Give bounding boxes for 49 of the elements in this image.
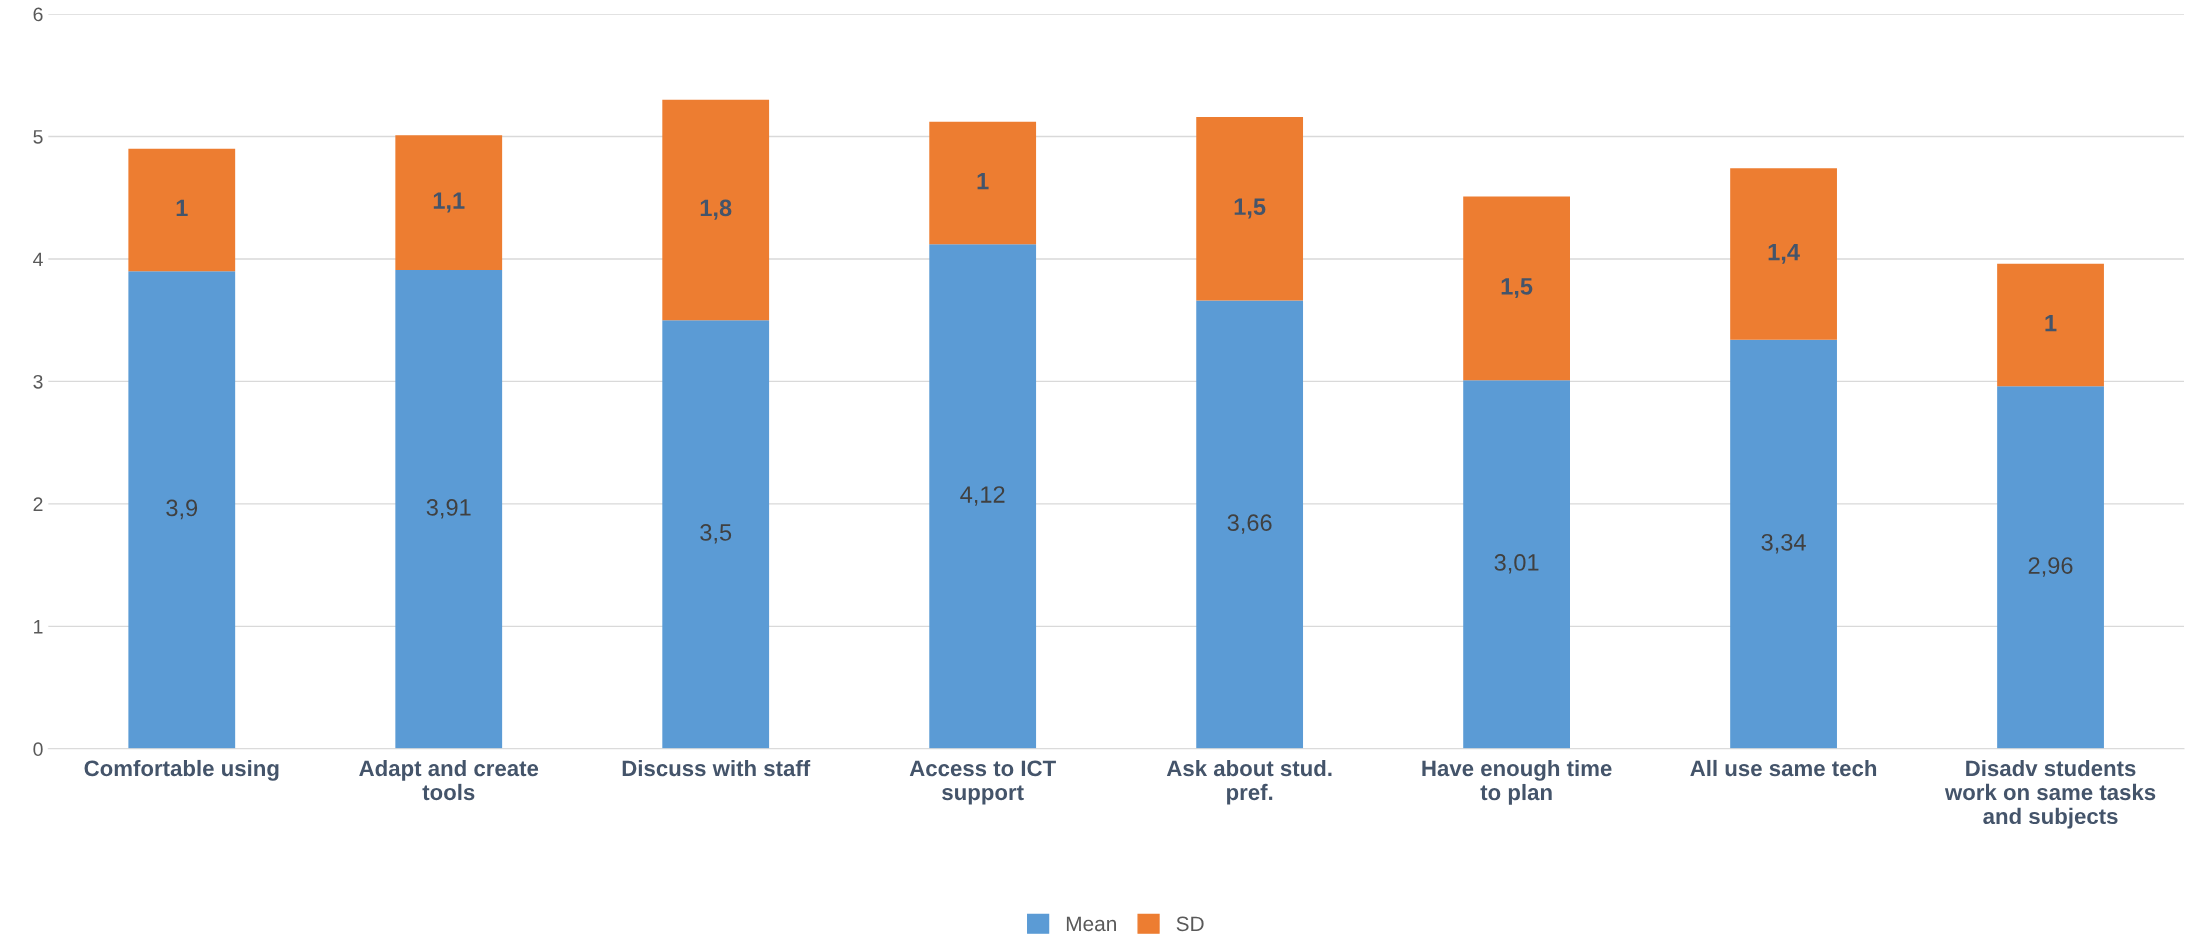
- x-tick-label: Comfortable using: [84, 759, 279, 781]
- data-label: 1: [176, 199, 188, 217]
- bar: [395, 269, 503, 749]
- bar: [662, 320, 770, 749]
- bar: [1997, 263, 2104, 387]
- y-tick-label: 3: [33, 374, 43, 389]
- data-label: 4,12: [960, 486, 1005, 506]
- y-tick-label: 1: [34, 620, 43, 634]
- data-label: 3,34: [1761, 533, 1806, 554]
- data-label: 1,4: [1768, 243, 1800, 264]
- bar: [1196, 300, 1304, 749]
- bar: [1730, 339, 1837, 749]
- bar: [1463, 196, 1570, 381]
- legend-label: SD: [1176, 916, 1204, 932]
- bar: [929, 121, 1037, 245]
- y-tick-label: 6: [33, 7, 43, 22]
- data-label: 1,1: [433, 192, 465, 213]
- y-tick-label: 2: [33, 497, 43, 511]
- data-label: 3,9: [166, 499, 198, 520]
- data-label: 1,5: [1501, 278, 1533, 299]
- legend-label: Mean: [1066, 916, 1116, 932]
- bar: [128, 271, 236, 749]
- y-tick-label: 4: [33, 252, 43, 267]
- x-tick-label: Access to ICT support: [909, 760, 1056, 805]
- y-tick-label: 5: [33, 130, 43, 144]
- x-tick-label: Disadv students work on same tasks and subjects: [1944, 759, 2156, 829]
- data-label: 3,5: [700, 524, 732, 544]
- data-label: 1: [977, 172, 989, 190]
- x-tick-label: Ask about stud. pref.: [1166, 759, 1332, 805]
- bar: [662, 99, 770, 321]
- bar: [1196, 116, 1304, 301]
- data-label: 2,96: [2028, 557, 2073, 577]
- bar: [128, 148, 236, 272]
- data-label: 1: [2045, 314, 2057, 332]
- data-label: 3,01: [1494, 554, 1539, 574]
- x-tick-label: All use same tech: [1690, 759, 1877, 777]
- x-tick-label: Have enough time to plan: [1422, 759, 1612, 805]
- data-label: 1,8: [700, 199, 732, 220]
- y-tick-label: 0: [33, 742, 43, 757]
- bar: [395, 135, 503, 270]
- bar: [929, 244, 1037, 749]
- bar: [1730, 168, 1837, 340]
- x-tick-label: Discuss with staff: [622, 759, 811, 777]
- data-label: 3,91: [426, 499, 471, 519]
- data-label: 3,66: [1227, 514, 1272, 534]
- x-tick-label: Adapt and create tools: [359, 759, 539, 801]
- data-label: 1,5: [1234, 198, 1266, 219]
- bar: [1997, 386, 2104, 749]
- bar: [1463, 380, 1570, 749]
